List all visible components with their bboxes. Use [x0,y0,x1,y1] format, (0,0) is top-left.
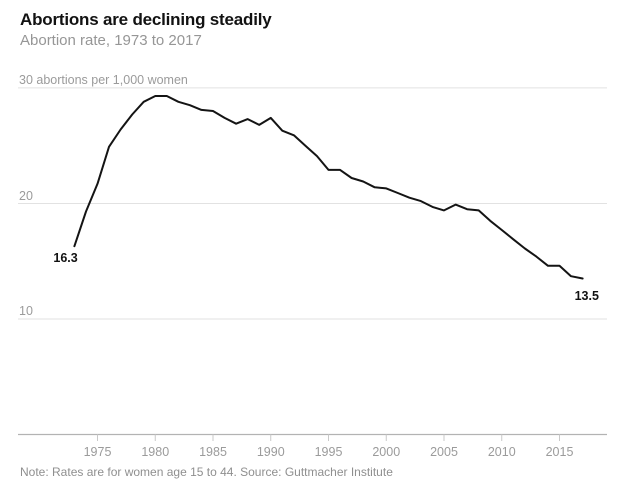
chart-subtitle: Abortion rate, 1973 to 2017 [20,32,202,49]
abortion-rate-line [73,95,584,280]
source-note: Note: Rates are for women age 15 to 44. … [20,465,393,479]
chart-title: Abortions are declining steadily [20,10,272,29]
